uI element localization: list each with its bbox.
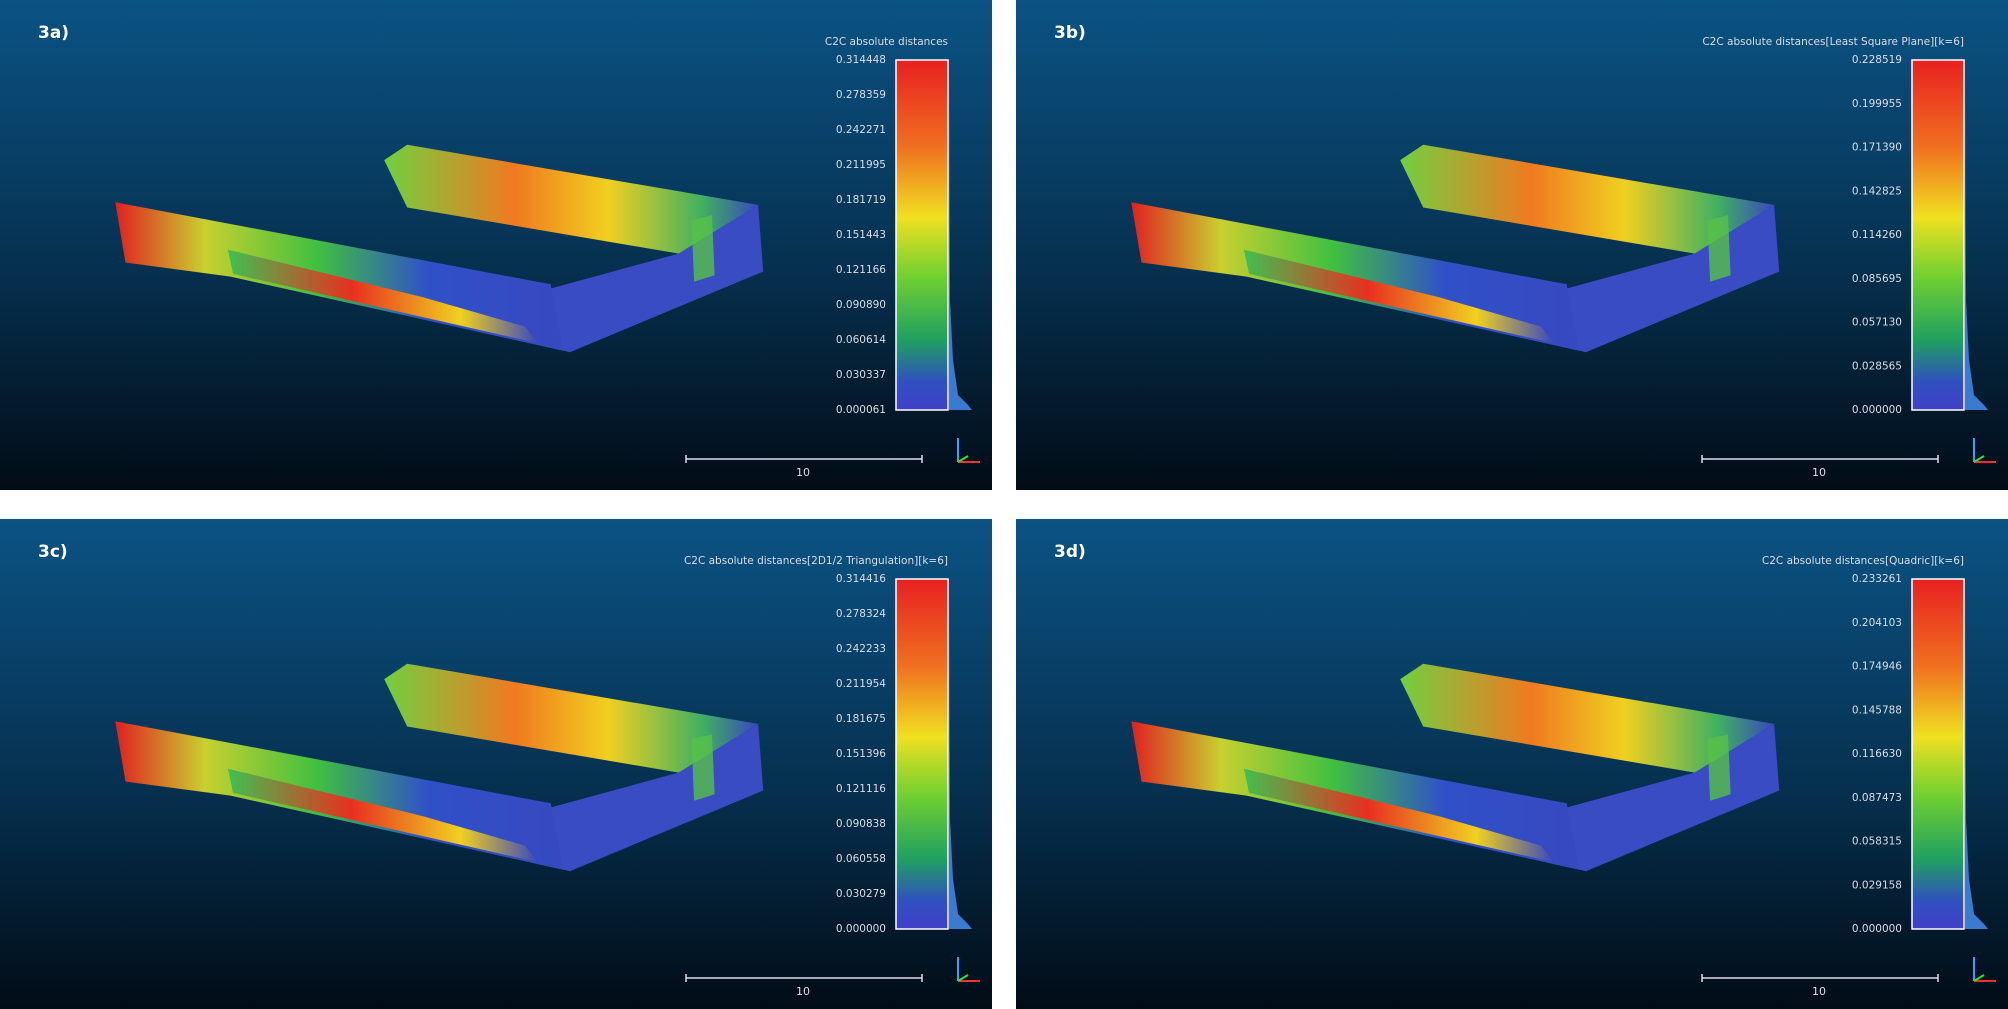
scale-tick-label: 0.121116 [836, 783, 886, 795]
scale-tick-label: 0.228519 [1852, 54, 1902, 66]
scale-tick-label: 0.087473 [1852, 792, 1902, 804]
scale-tick-label: 0.199955 [1852, 98, 1902, 110]
axis-y [1973, 974, 1985, 982]
scale-tick-label: 0.278324 [836, 608, 886, 620]
point-cloud-far-arm [1400, 663, 1775, 773]
scale-tick-label: 0.278359 [836, 89, 886, 101]
scale-tick-label: 0.116630 [1852, 748, 1902, 760]
histogram [1965, 579, 1988, 929]
color-scale-bar [1911, 59, 1965, 411]
axis-y [1973, 455, 1985, 463]
color-scale-bar [1911, 578, 1965, 930]
scale-bar-label: 10 [796, 466, 810, 479]
scale-tick-label: 0.028565 [1852, 360, 1902, 372]
scale-tick-label: 0.000000 [1852, 404, 1902, 416]
scale-tick-label: 0.058315 [1852, 836, 1902, 848]
scale-tick-label: 0.174946 [1852, 661, 1902, 673]
point-cloud-slope [227, 768, 538, 863]
panel-label: 3a) [38, 23, 69, 43]
scale-bar-label: 10 [796, 985, 810, 998]
scale-tick-label: 0.211995 [836, 159, 886, 171]
panel-label: 3b) [1054, 23, 1086, 43]
axis-y [957, 974, 969, 982]
scale-title: C2C absolute distances[2D1/2 Triangulati… [684, 555, 948, 567]
scale-tick-label: 0.142825 [1852, 185, 1902, 197]
scale-tick-label: 0.151396 [836, 748, 886, 760]
point-cloud-far-arm [384, 144, 759, 254]
color-scale-bar [895, 578, 949, 930]
viewport: 3c) C2C absolute distances[2D1/2 Triangul… [0, 519, 992, 1009]
scale-bar-label: 10 [1812, 985, 1826, 998]
histogram [1965, 60, 1988, 410]
point-cloud-far-arm [384, 663, 759, 773]
panel-label: 3c) [38, 542, 68, 562]
point-cloud-post [691, 734, 715, 801]
scale-tick-label: 0.181675 [836, 713, 886, 725]
scale-tick-label: 0.114260 [1852, 229, 1902, 241]
viewport: 3a) C2C absolute distances 0.314448 0.27835… [0, 0, 992, 490]
scale-tick-label: 0.233261 [1852, 573, 1902, 585]
scale-tick-label: 0.171390 [1852, 142, 1902, 154]
point-cloud-post [691, 215, 715, 282]
scale-tick-label: 0.090838 [836, 818, 886, 830]
scale-tick-label: 0.090890 [836, 299, 886, 311]
scale-tick-label: 0.151443 [836, 229, 886, 241]
scale-tick-label: 0.145788 [1852, 704, 1902, 716]
point-cloud-post [1707, 734, 1731, 801]
panel-label: 3d) [1054, 542, 1086, 562]
scale-tick-label: 0.121166 [836, 264, 886, 276]
scale-tick-label: 0.000061 [836, 404, 886, 416]
scale-tick-label: 0.030279 [836, 888, 886, 900]
scale-tick-label: 0.057130 [1852, 317, 1902, 329]
point-cloud-post [1707, 215, 1731, 282]
scale-tick-label: 0.242271 [836, 124, 886, 136]
scale-tick-label: 0.060558 [836, 853, 886, 865]
viewport: 3b) C2C absolute distances[Least Square P… [1016, 0, 2008, 490]
scale-tick-label: 0.314416 [836, 573, 886, 585]
scale-tick-label: 0.204103 [1852, 617, 1902, 629]
scale-tick-label: 0.242233 [836, 643, 886, 655]
scale-title: C2C absolute distances[Least Square Plan… [1702, 36, 1964, 48]
scale-tick-label: 0.000000 [836, 923, 886, 935]
histogram [949, 579, 972, 929]
point-cloud-slope [1243, 249, 1554, 344]
color-scale-bar [895, 59, 949, 411]
scale-tick-label: 0.314448 [836, 54, 886, 66]
point-cloud-slope [227, 249, 538, 344]
scale-tick-label: 0.181719 [836, 194, 886, 206]
scale-tick-label: 0.029158 [1852, 879, 1902, 891]
scale-tick-label: 0.030337 [836, 369, 886, 381]
scale-tick-label: 0.211954 [836, 678, 886, 690]
scale-tick-label: 0.000000 [1852, 923, 1902, 935]
histogram [949, 60, 972, 410]
viewport: 3d) C2C absolute distances[Quadric][k=6] 0… [1016, 519, 2008, 1009]
axis-y [957, 455, 969, 463]
scale-bar-label: 10 [1812, 466, 1826, 479]
scale-title: C2C absolute distances [825, 36, 948, 48]
point-cloud-far-arm [1400, 144, 1775, 254]
scale-title: C2C absolute distances[Quadric][k=6] [1762, 555, 1964, 567]
point-cloud-slope [1243, 768, 1554, 863]
scale-tick-label: 0.085695 [1852, 273, 1902, 285]
scale-tick-label: 0.060614 [836, 334, 886, 346]
